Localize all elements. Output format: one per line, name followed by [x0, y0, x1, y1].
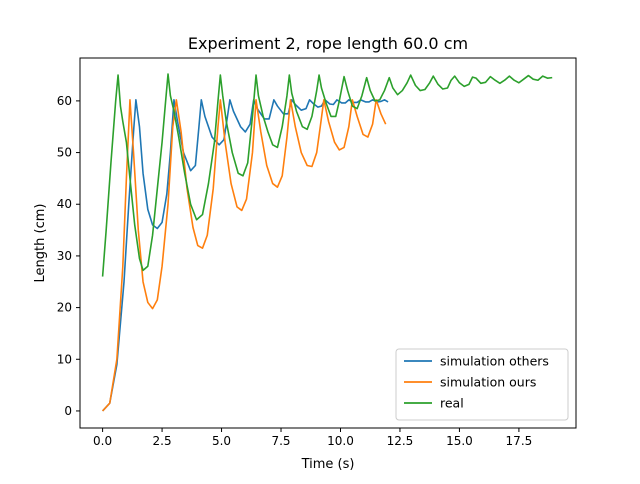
y-tick-label: 20 — [57, 301, 72, 315]
x-tick-label: 7.5 — [271, 434, 290, 448]
y-tick-label: 10 — [57, 352, 72, 366]
y-axis-label: Length (cm) — [33, 204, 48, 283]
x-tick-label: 17.5 — [506, 434, 533, 448]
axes-frame — [79, 57, 577, 429]
y-tick-label: 40 — [57, 197, 72, 211]
legend: simulation others simulation ours real — [395, 348, 569, 421]
y-tick-label: 0 — [64, 404, 72, 418]
series-line-simulation-ours — [102, 99, 387, 412]
x-tick-label: 12.5 — [387, 434, 414, 448]
x-tick-label: 2.5 — [153, 434, 172, 448]
legend-label: simulation ours — [440, 375, 536, 390]
x-tick-label: 15.0 — [446, 434, 473, 448]
y-tick-label: 30 — [57, 249, 72, 263]
x-tick-label: 10.0 — [327, 434, 354, 448]
series-line-real — [101, 73, 553, 277]
chart-title: Experiment 2, rope length 60.0 cm — [188, 34, 468, 53]
x-tick-label: 5.0 — [212, 434, 231, 448]
legend-box — [395, 348, 569, 421]
y-tick-label: 50 — [57, 146, 72, 160]
y-axis: 0 10 20 30 40 50 60 — [57, 94, 80, 418]
legend-label: real — [440, 396, 464, 411]
plot-area — [101, 73, 553, 412]
x-tick-label: 0.0 — [93, 434, 112, 448]
x-axis-label: Time (s) — [301, 457, 355, 472]
x-axis: 0.0 2.5 5.0 7.5 10.0 12.5 15.0 17.5 — [93, 428, 532, 448]
y-tick-label: 60 — [57, 94, 72, 108]
legend-label: simulation others — [440, 354, 549, 369]
